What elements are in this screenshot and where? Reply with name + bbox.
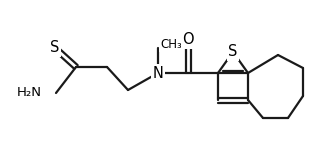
Text: N: N — [152, 66, 163, 80]
Text: S: S — [50, 40, 60, 55]
Text: S: S — [228, 44, 238, 60]
Text: H₂N: H₂N — [17, 86, 42, 100]
Text: O: O — [182, 33, 194, 47]
Text: CH₃: CH₃ — [160, 38, 182, 51]
